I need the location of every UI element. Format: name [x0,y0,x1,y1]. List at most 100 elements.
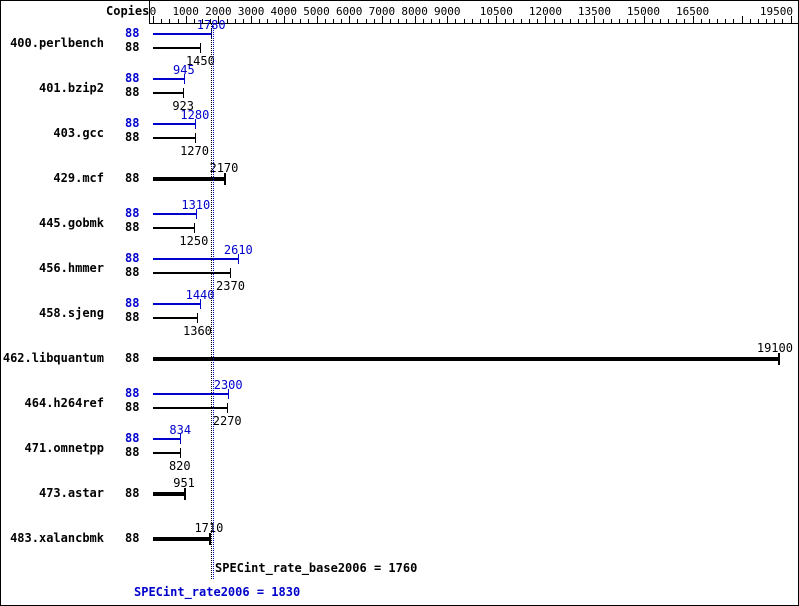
x-axis-tick [283,16,285,23]
x-axis-tick [259,19,261,23]
peak-value-label: 834 [169,423,192,437]
x-axis-tick [643,16,645,23]
base-bar-endcap [230,268,232,278]
copies-value: 88 [125,171,140,185]
base-bar [153,407,228,409]
copies-value: 88 [125,386,140,400]
x-axis-tick [594,16,596,23]
x-axis-tick [267,19,269,23]
x-axis-tick [316,16,318,23]
x-axis-tick [365,19,367,23]
x-axis-tick [406,19,408,23]
x-tick-label: 13500 [577,5,611,18]
base-bar [153,47,201,49]
x-axis-tick [790,16,792,23]
x-axis-tick [717,19,719,23]
base-bar-endcap [777,353,780,365]
x-axis-tick [700,19,702,23]
x-axis-tick [161,19,163,23]
x-axis-tick [659,19,661,23]
x-axis-tick [668,19,670,23]
copies-value: 88 [125,400,140,414]
peak-bar-endcap [180,434,182,444]
base-bar [153,537,209,541]
base-value-label: 1250 [179,234,209,248]
x-axis-tick [586,19,588,23]
x-axis-tick [692,16,694,23]
base-bar-endcap [223,173,226,185]
x-axis-tick [496,16,498,23]
base-bar [153,92,184,94]
x-tick-label: 7000 [368,5,396,18]
base-bar-endcap [208,533,211,545]
x-axis-tick [757,19,759,23]
base-bar-endcap [183,88,185,98]
x-axis-tick [398,19,400,23]
x-axis-tick [618,19,620,23]
base-value-label: 19100 [756,341,793,355]
x-tick-label: 9000 [434,5,461,18]
benchmark-label: 403.gcc [53,126,104,140]
x-axis-tick [193,19,195,23]
peak-bar-endcap [195,209,197,219]
x-axis-tick [357,19,359,23]
peak-bar [153,213,196,215]
x-axis-tick [439,19,441,23]
benchmark-label: 458.sjeng [38,306,104,320]
x-axis-tick [651,19,653,23]
base-bar [153,227,194,229]
copies-value: 88 [125,251,140,265]
x-axis-line [149,23,798,24]
x-axis-tick [373,19,375,23]
x-axis-tick [349,16,351,23]
copies-value: 88 [125,431,140,445]
peak-value-label: 1440 [185,288,215,302]
base-bar-endcap [197,313,199,323]
peak-bar-endcap [194,119,196,129]
copies-value: 88 [125,206,140,220]
copies-value: 88 [125,71,140,85]
x-axis-tick [422,19,424,23]
copies-value: 88 [125,445,140,459]
x-tick-label: 15000 [626,5,661,18]
x-axis-tick [226,19,228,23]
peak-bar [153,123,195,125]
x-axis-tick [569,19,571,23]
copies-value: 88 [125,116,140,130]
benchmark-label: 464.h264ref [24,396,104,410]
x-tick-label: 6000 [335,5,363,18]
peak-value-label: 1280 [180,108,210,122]
x-axis-tick [774,19,776,23]
copies-value: 88 [125,310,140,324]
x-tick-label: 10500 [479,5,513,18]
x-axis-tick [210,19,212,23]
x-axis-tick [218,16,220,23]
copies-value: 88 [125,85,140,99]
copies-value: 88 [125,130,140,144]
base-value-label: 2270 [212,414,242,428]
base-value-label: 1270 [180,144,209,158]
x-axis-tick [578,19,580,23]
copies-value: 88 [125,40,140,54]
x-axis-tick [275,19,277,23]
mean-base-line [210,23,212,579]
base-bar-endcap [184,488,187,500]
x-axis-tick [234,19,236,23]
copies-value: 88 [125,351,140,365]
mean-peak-line [212,23,214,579]
x-axis-tick [177,19,179,23]
x-axis-tick [553,19,555,23]
peak-bar [153,258,239,260]
x-axis-left-edge [149,1,150,23]
x-tick-label: 2000 [205,5,232,18]
x-axis-tick [430,19,432,23]
x-axis-tick [520,19,522,23]
base-value-label: 951 [173,476,195,490]
copies-value: 88 [125,26,140,40]
copies-column-header: Copies [106,4,150,18]
base-bar [153,452,180,454]
x-axis-tick [610,19,612,23]
base-bar-endcap [200,43,202,53]
base-bar-endcap [194,133,196,143]
peak-bar-endcap [238,254,240,264]
